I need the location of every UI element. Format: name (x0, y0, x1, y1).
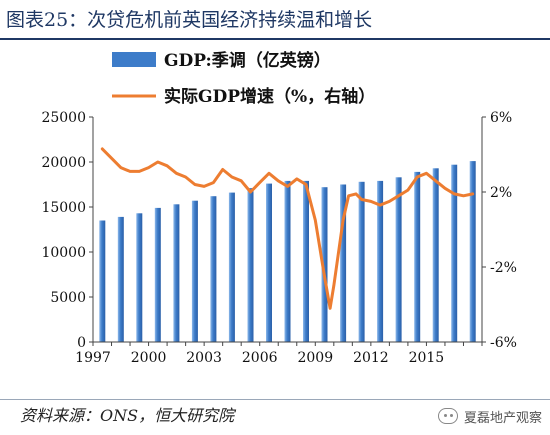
legend-bar-label: GDP:季调（亿英镑） (164, 50, 331, 71)
right-tick-label: 2% (490, 185, 512, 201)
left-tick-label: 20000 (41, 155, 86, 171)
bar-2012 (377, 180, 384, 342)
x-tick-label: 2000 (131, 350, 167, 366)
gdp-growth-line (100, 147, 475, 310)
bar-2017 (469, 161, 476, 342)
bar-2011 (358, 181, 365, 342)
bar-2006 (266, 183, 272, 342)
legend: GDP:季调（亿英镑） 实际GDP增速（%，右轴） (112, 50, 375, 107)
left-tick-label: 25000 (41, 110, 86, 126)
bar-2002 (191, 200, 198, 342)
left-tick-label: 0 (77, 335, 86, 351)
bar-2016 (451, 164, 458, 342)
watermark-label: 夏磊地产观察 (463, 410, 542, 426)
x-tick-label: 2015 (409, 350, 445, 366)
bar-2009 (321, 187, 328, 342)
source-note: 资料来源：ONS，恒大研究院 (20, 406, 235, 425)
title-divider (0, 38, 550, 40)
x-tick-label: 2009 (297, 350, 333, 366)
chart-title: 图表25：次贷危机前英国经济持续温和增长 (6, 9, 373, 31)
x-tick-label: 1997 (75, 350, 111, 366)
bar-2013 (395, 177, 402, 342)
plot-area: 0 5000 10000 15000 20000 25000 -6% -2% 2% 6% 1997 2… (41, 110, 517, 366)
x-tick-label: 2012 (353, 350, 389, 366)
bar-1997 (99, 220, 106, 342)
left-tick-label: 10000 (41, 245, 86, 261)
footer-divider (0, 399, 550, 400)
left-tick-label: 15000 (41, 200, 86, 216)
left-tick-label: 5000 (50, 290, 86, 306)
wechat-icon (437, 408, 458, 424)
bar-1999 (136, 213, 143, 342)
legend-bar-swatch (112, 52, 156, 67)
bar-2015 (432, 168, 439, 342)
bar-2010 (340, 184, 347, 342)
right-tick-label: -6% (490, 335, 517, 351)
right-tick-label: -2% (490, 260, 517, 276)
bar-2014 (414, 171, 421, 342)
bar-2004 (228, 192, 235, 342)
bar-2003 (210, 196, 217, 342)
bar-2007 (284, 180, 291, 342)
chart: GDP:季调（亿英镑） 实际GDP增速（%，右轴） 0 5000 10000 1500… (41, 50, 517, 366)
bar-2005 (247, 188, 254, 342)
bar-1998 (117, 216, 124, 342)
x-tick-label: 2003 (186, 350, 222, 366)
legend-line-label: 实际GDP增速（%，右轴） (164, 86, 375, 107)
bar-2008 (303, 180, 309, 342)
x-tick-label: 2006 (242, 350, 278, 366)
watermark: 夏磊地产观察 (437, 404, 542, 428)
bar-2001 (173, 204, 180, 342)
bar-2000 (154, 207, 161, 342)
right-tick-label: 6% (490, 110, 512, 126)
